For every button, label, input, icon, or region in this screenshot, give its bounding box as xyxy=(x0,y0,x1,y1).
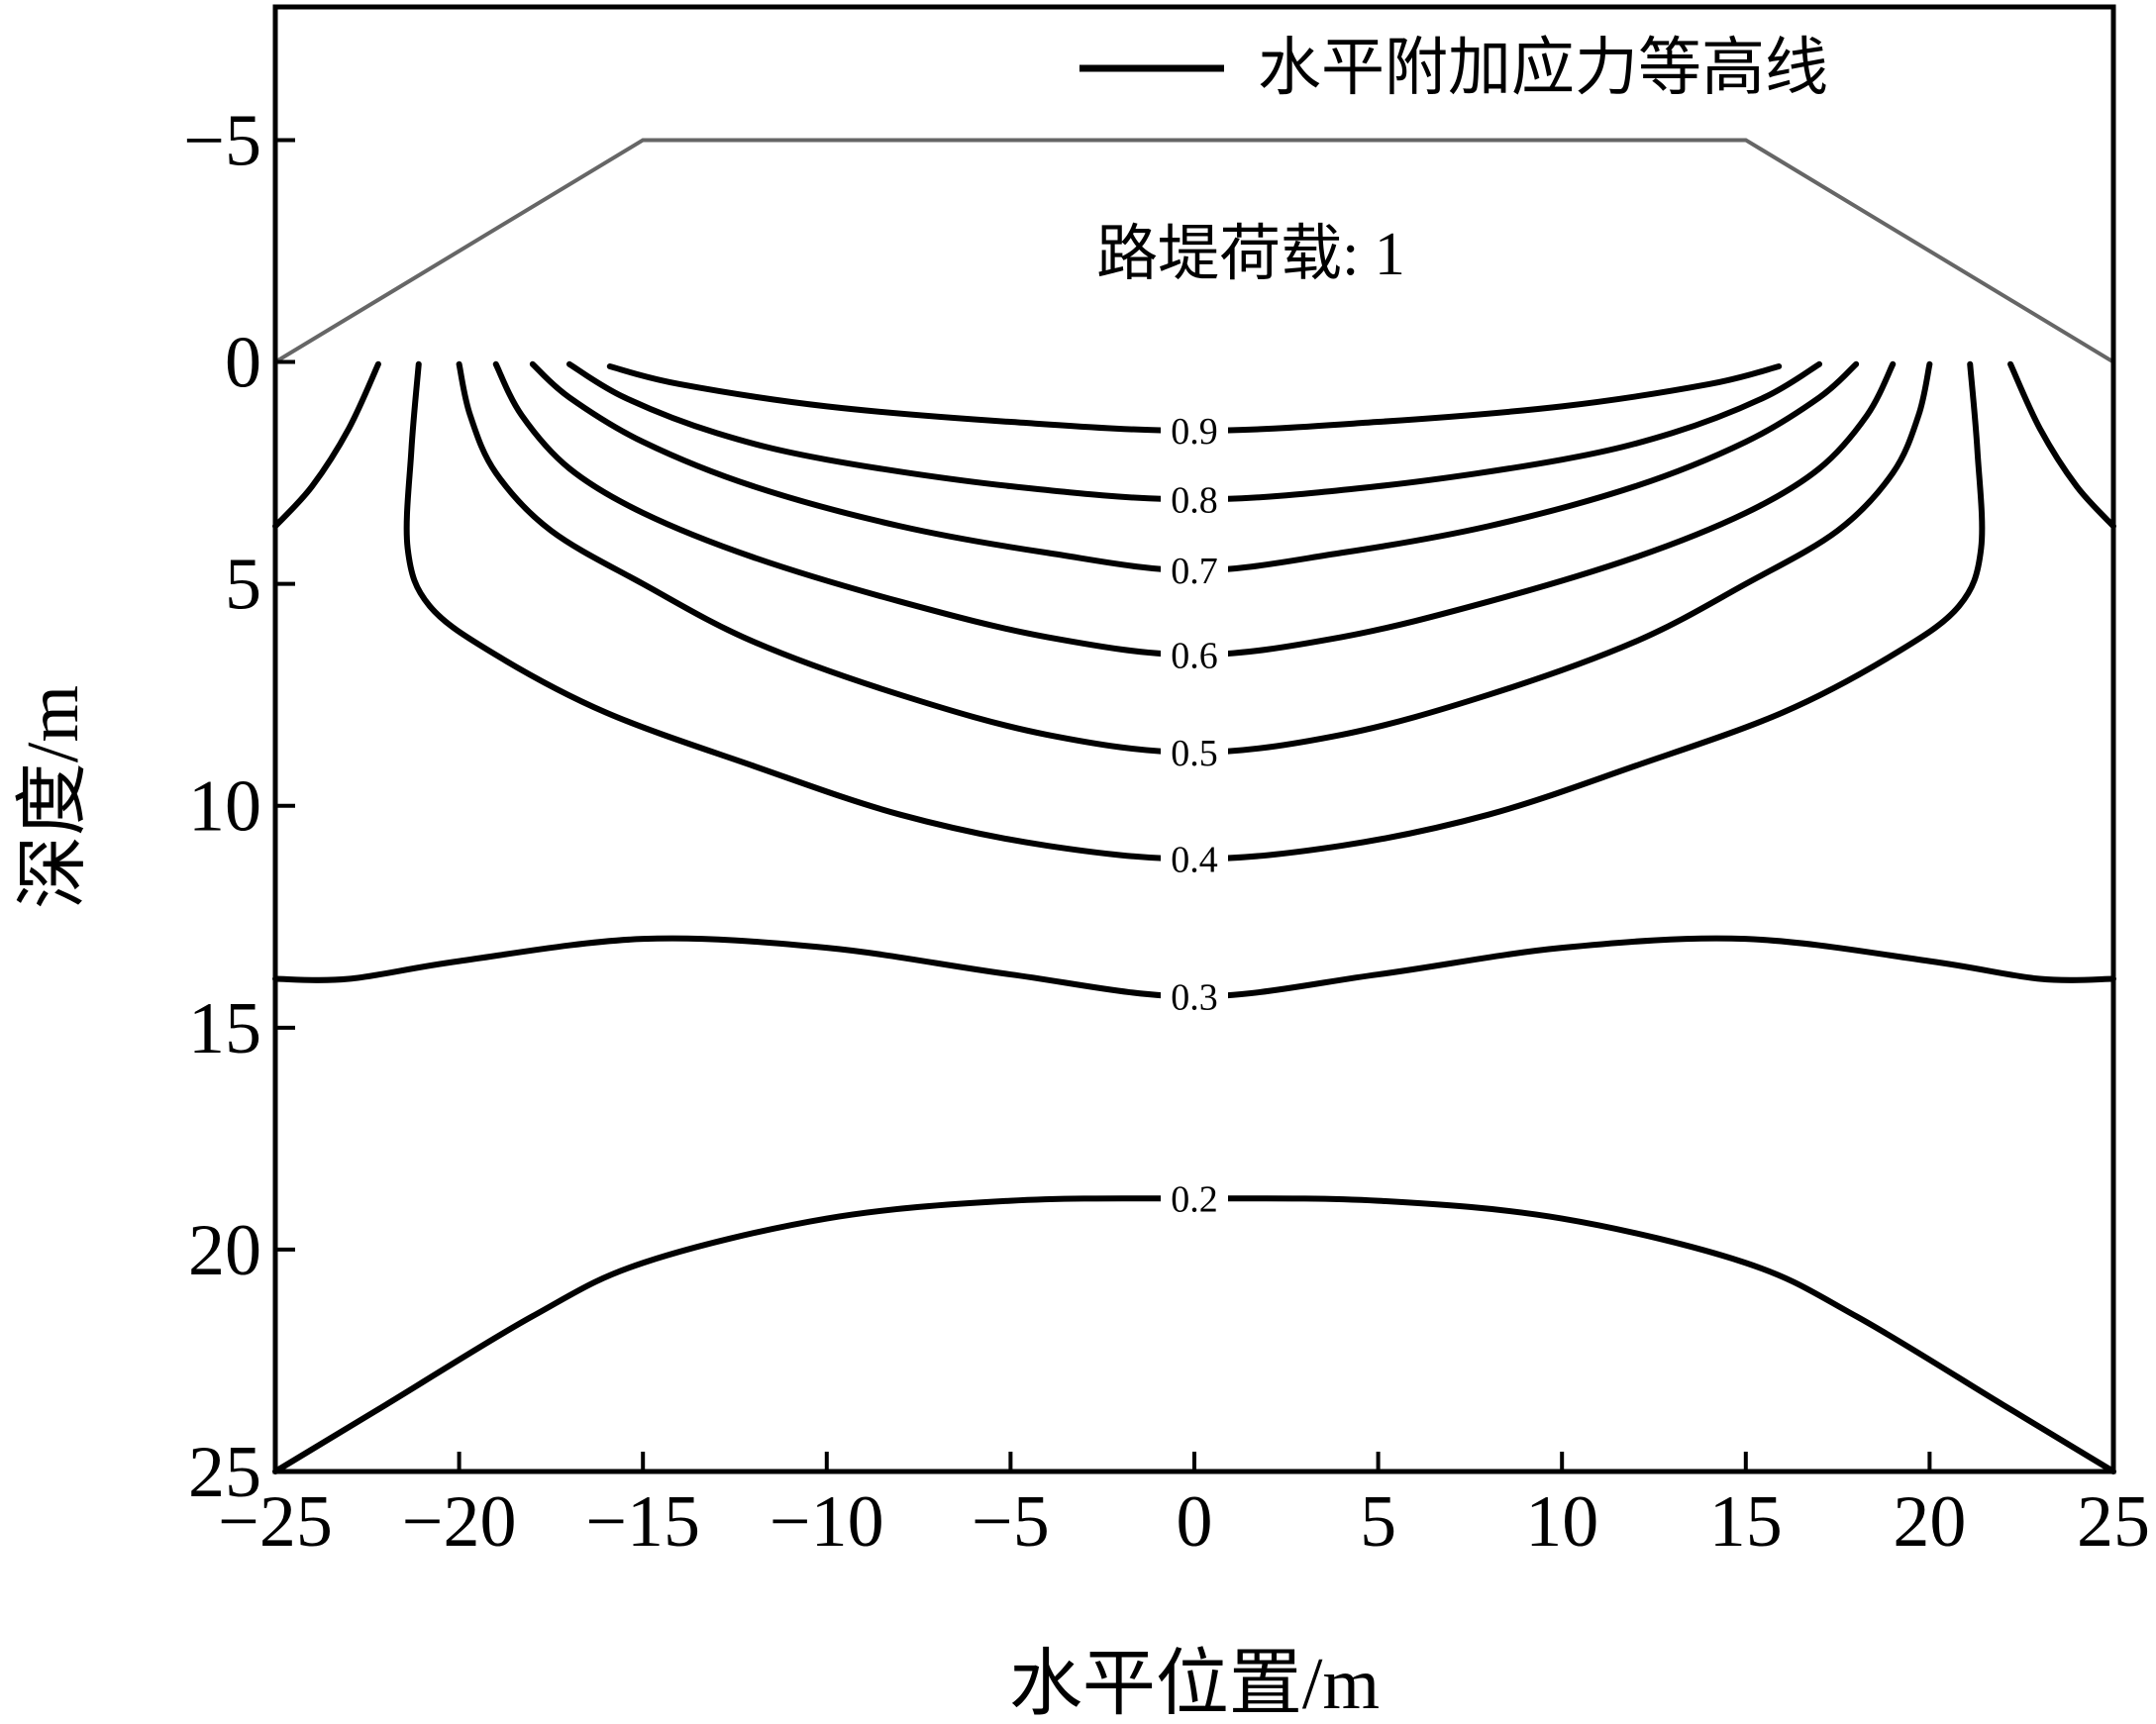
y-tick-label: 10 xyxy=(188,766,261,848)
y-tick-label: 5 xyxy=(225,545,261,626)
contour-label-bg xyxy=(1161,635,1228,675)
embankment-label: 路堤荷载: 1 xyxy=(1096,221,1405,288)
x-tick-label: 10 xyxy=(1525,1481,1598,1563)
embankment xyxy=(273,138,2115,364)
contour-line xyxy=(272,1195,2116,1474)
contour-line xyxy=(2007,360,2116,530)
contour-label-bg xyxy=(1161,551,1228,591)
contour-label: 0.6 xyxy=(1171,635,1218,676)
legend-label: 水平附加应力等高线 xyxy=(1258,33,1828,103)
contour-label: 0.8 xyxy=(1171,479,1218,521)
y-tick-label: 20 xyxy=(188,1210,261,1291)
x-tick-label: 25 xyxy=(2077,1481,2150,1563)
contour-label-bg xyxy=(1161,479,1228,520)
y-tick-label: 15 xyxy=(188,988,261,1069)
y-tick-label: 0 xyxy=(225,323,261,404)
x-tick-label: −25 xyxy=(218,1481,333,1563)
x-tick-label: −10 xyxy=(770,1481,884,1563)
contour-label-bg xyxy=(1161,1178,1228,1219)
x-tick-label: 15 xyxy=(1709,1481,1783,1563)
contour-label: 0.4 xyxy=(1171,840,1218,881)
contour-label: 0.7 xyxy=(1171,551,1218,592)
contour-line xyxy=(272,360,381,530)
contour-label: 0.3 xyxy=(1171,976,1218,1018)
contour-label: 0.2 xyxy=(1171,1178,1218,1220)
y-tick-label: −5 xyxy=(183,100,261,181)
contour-label-bg xyxy=(1161,411,1228,452)
x-tick-label: 5 xyxy=(1360,1481,1396,1563)
y-tick-label: 25 xyxy=(188,1432,261,1513)
contour-label-bg xyxy=(1161,839,1228,879)
contour-label: 0.5 xyxy=(1171,733,1218,774)
x-tick-label: −5 xyxy=(972,1481,1050,1563)
contour-label-bg xyxy=(1161,976,1228,1017)
x-tick-label: 20 xyxy=(1893,1481,1966,1563)
x-axis-label: 水平位置/m xyxy=(1009,1644,1380,1719)
x-tick-label: −15 xyxy=(585,1481,700,1563)
contour-label-bg xyxy=(1161,732,1228,772)
y-axis-label: 深度/m xyxy=(13,685,94,909)
contour-label: 0.9 xyxy=(1171,411,1218,453)
x-tick-label: 0 xyxy=(1177,1481,1213,1563)
x-tick-label: −20 xyxy=(402,1481,517,1563)
